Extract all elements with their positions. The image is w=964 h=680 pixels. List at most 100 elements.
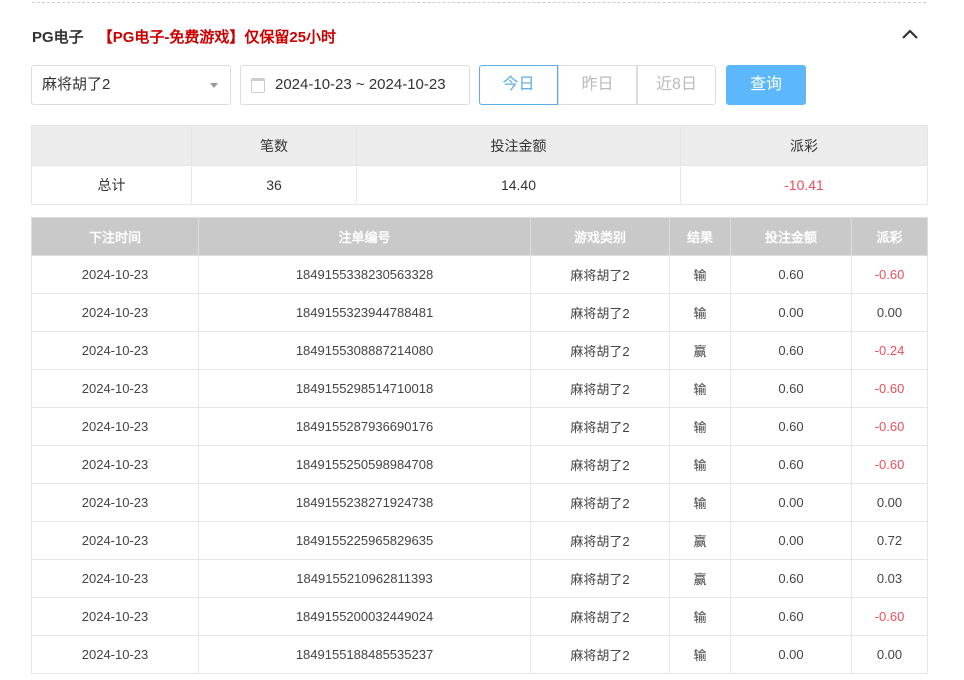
bet-time-cell: 2024-10-23 <box>31 597 199 636</box>
game-type-cell: 麻将胡了2 <box>530 445 670 484</box>
bet-records-table: 下注时间 注单编号 游戏类别 结果 投注金额 派彩 2024-10-23 184915533… <box>31 217 928 674</box>
summary-header: 笔数 <box>191 125 357 166</box>
table-row: 2024-10-23 1849155298514710018 麻将胡了2 输 0.60-… <box>31 369 928 408</box>
bet-time-cell: 2024-10-23 <box>31 483 199 522</box>
game-select-value: 麻将胡了2 <box>42 76 111 93</box>
bet-id-cell: 1849155298514710018 <box>198 369 531 408</box>
game-type-cell: 麻将胡了2 <box>530 597 670 636</box>
bet-id-cell: 1849155287936690176 <box>198 407 531 446</box>
table-row: 2024-10-23 1849155188485535237 麻将胡了2 输 0.00 0… <box>31 635 928 674</box>
table-row: 2024-10-23 1849155210962811393 麻将胡了2 赢 0.60 0… <box>31 559 928 598</box>
column-header: 游戏类别 <box>530 217 670 256</box>
game-type-cell: 麻将胡了2 <box>530 521 670 560</box>
bet-id-cell: 1849155338230563328 <box>198 255 531 294</box>
result-cell: 输 <box>669 445 731 484</box>
bet-id-cell: 1849155308887214080 <box>198 331 531 370</box>
notice-text: 【PG电子-免费游戏】仅保留25小时 <box>97 29 337 46</box>
payout-cell: 0.03 <box>851 559 928 598</box>
divider <box>32 2 926 3</box>
table-row: 2024-10-23 1849155225965829635 麻将胡了2 赢 0.00 0… <box>31 521 928 560</box>
quick-date-group: 今日 昨日 近8日 <box>479 65 716 105</box>
game-type-cell: 麻将胡了2 <box>530 293 670 332</box>
result-cell: 输 <box>669 483 731 522</box>
summary-header: 投注金额 <box>356 125 681 166</box>
bet-amount-cell: 0.60 <box>730 597 852 636</box>
column-header: 投注金额 <box>730 217 852 256</box>
bet-time-cell: 2024-10-23 <box>31 521 199 560</box>
result-cell: 输 <box>669 369 731 408</box>
bet-amount-cell: 0.00 <box>730 635 852 674</box>
game-select[interactable]: 麻将胡了2 <box>31 65 231 105</box>
bet-time-cell: 2024-10-23 <box>31 255 199 294</box>
query-button[interactable]: 查询 <box>726 65 806 105</box>
summary-bet: 14.40 <box>356 165 681 205</box>
bet-id-cell: 1849155238271924738 <box>198 483 531 522</box>
result-cell: 输 <box>669 293 731 332</box>
bet-time-cell: 2024-10-23 <box>31 331 199 370</box>
bet-id-cell: 1849155323944788481 <box>198 293 531 332</box>
table-row: 2024-10-23 1849155308887214080 麻将胡了2 赢 0.60-… <box>31 331 928 370</box>
payout-cell: 0.00 <box>851 635 928 674</box>
game-type-cell: 麻将胡了2 <box>530 407 670 446</box>
calendar-icon <box>251 78 265 93</box>
table-row: 2024-10-23 1849155238271924738 麻将胡了2 输 0.00 0… <box>31 483 928 522</box>
result-cell: 赢 <box>669 521 731 560</box>
summary-payout: -10.41 <box>680 165 928 205</box>
result-cell: 输 <box>669 635 731 674</box>
column-header: 结果 <box>669 217 731 256</box>
bet-amount-cell: 0.60 <box>730 407 852 446</box>
date-range-value: 2024-10-23 ~ 2024-10-23 <box>275 76 446 93</box>
bet-time-cell: 2024-10-23 <box>31 445 199 484</box>
summary-count: 36 <box>191 165 357 205</box>
payout-cell: -0.60 <box>851 255 928 294</box>
bet-amount-cell: 0.00 <box>730 483 852 522</box>
summary-table: 笔数 投注金额 派彩 总计 36 14.40 -10.41 <box>31 125 928 205</box>
result-cell: 输 <box>669 255 731 294</box>
bet-id-cell: 1849155200032449024 <box>198 597 531 636</box>
date-range-input[interactable]: 2024-10-23 ~ 2024-10-23 <box>240 65 470 105</box>
section-header: PG电子 【PG电子-免费游戏】仅保留25小时 <box>32 26 336 47</box>
column-header: 下注时间 <box>31 217 199 256</box>
bet-time-cell: 2024-10-23 <box>31 407 199 446</box>
bet-amount-cell: 0.00 <box>730 521 852 560</box>
payout-cell: -0.60 <box>851 597 928 636</box>
result-cell: 赢 <box>669 559 731 598</box>
bet-amount-cell: 0.00 <box>730 293 852 332</box>
payout-cell: -0.60 <box>851 445 928 484</box>
bet-amount-cell: 0.60 <box>730 559 852 598</box>
bet-amount-cell: 0.60 <box>730 369 852 408</box>
result-cell: 输 <box>669 597 731 636</box>
chevron-up-icon[interactable] <box>898 24 922 44</box>
bet-id-cell: 1849155188485535237 <box>198 635 531 674</box>
table-row: 2024-10-23 1849155338230563328 麻将胡了2 输 0.60-… <box>31 255 928 294</box>
result-cell: 输 <box>669 407 731 446</box>
game-type-cell: 麻将胡了2 <box>530 255 670 294</box>
bet-id-cell: 1849155250598984708 <box>198 445 531 484</box>
summary-header: 派彩 <box>680 125 928 166</box>
yesterday-button[interactable]: 昨日 <box>558 65 637 105</box>
caret-down-icon <box>210 83 218 92</box>
bet-time-cell: 2024-10-23 <box>31 293 199 332</box>
game-type-cell: 麻将胡了2 <box>530 369 670 408</box>
bet-id-cell: 1849155210962811393 <box>198 559 531 598</box>
bet-amount-cell: 0.60 <box>730 331 852 370</box>
game-type-cell: 麻将胡了2 <box>530 559 670 598</box>
payout-cell: -0.60 <box>851 369 928 408</box>
today-button[interactable]: 今日 <box>479 65 558 105</box>
column-header: 注单编号 <box>198 217 531 256</box>
bet-time-cell: 2024-10-23 <box>31 635 199 674</box>
game-type-cell: 麻将胡了2 <box>530 331 670 370</box>
bet-id-cell: 1849155225965829635 <box>198 521 531 560</box>
table-row: 2024-10-23 1849155323944788481 麻将胡了2 输 0.00 0… <box>31 293 928 332</box>
payout-cell: 0.00 <box>851 483 928 522</box>
last-8-days-button[interactable]: 近8日 <box>637 65 716 105</box>
table-row: 2024-10-23 1849155250598984708 麻将胡了2 输 0.60-… <box>31 445 928 484</box>
summary-header <box>31 125 192 166</box>
section-title: PG电子 <box>32 29 84 46</box>
payout-cell: -0.60 <box>851 407 928 446</box>
summary-label: 总计 <box>31 165 192 205</box>
payout-cell: -0.24 <box>851 331 928 370</box>
bet-amount-cell: 0.60 <box>730 445 852 484</box>
game-type-cell: 麻将胡了2 <box>530 635 670 674</box>
payout-cell: 0.00 <box>851 293 928 332</box>
